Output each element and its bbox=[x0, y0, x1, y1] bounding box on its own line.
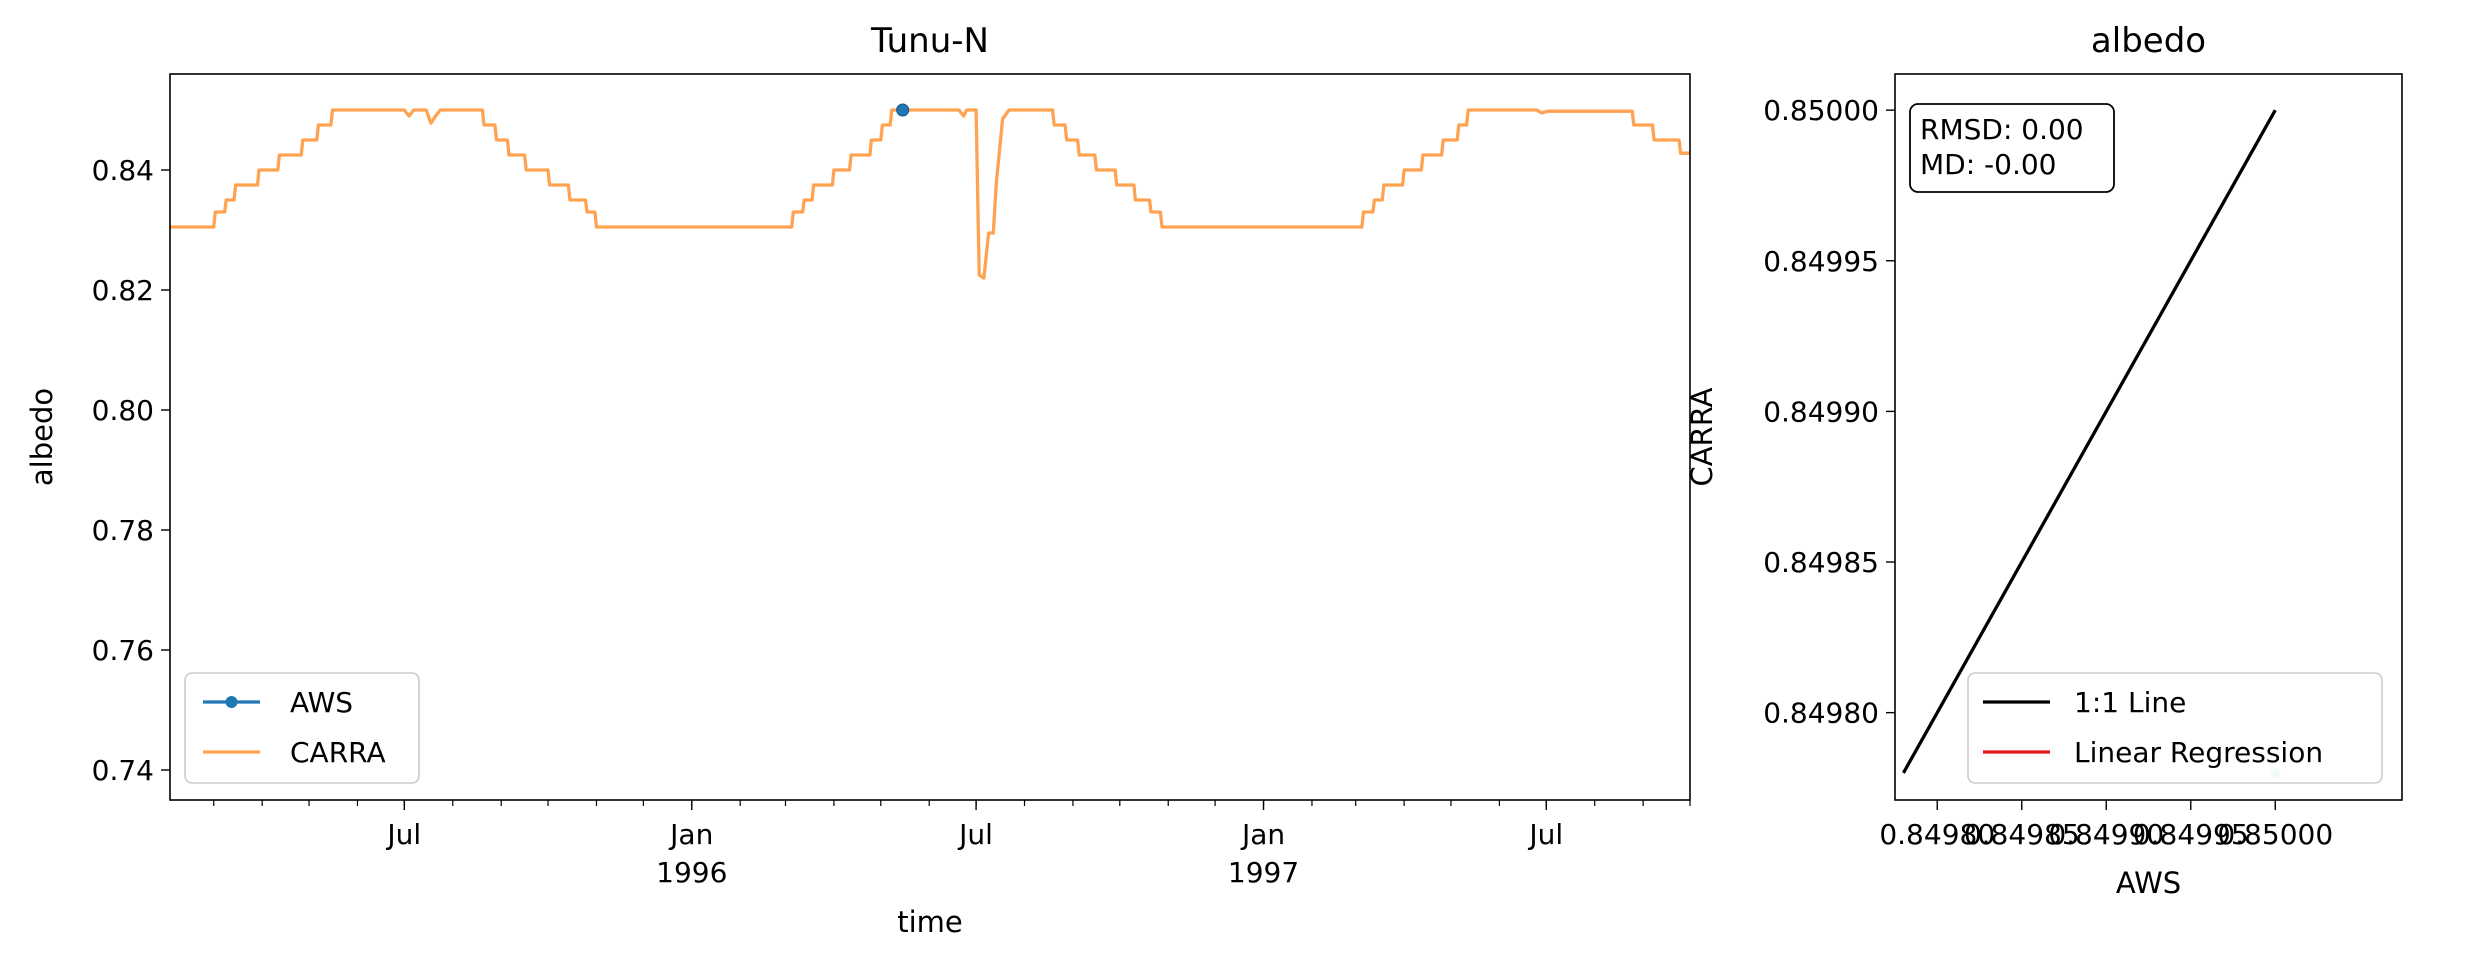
y-tick-label: 0.82 bbox=[92, 274, 154, 307]
x-tick-label: Jan bbox=[668, 818, 713, 851]
x-tick-label: Jul bbox=[385, 818, 421, 851]
y-tick-label: 0.84985 bbox=[1763, 546, 1879, 579]
y-tick-label: 0.76 bbox=[92, 634, 154, 667]
timeseries-panel: 0.74 0.76 0.78 0.80 0.82 0.84 Jul Jan 1996 Jul Jan… bbox=[25, 21, 1691, 939]
y-tick-label: 0.74 bbox=[92, 754, 154, 787]
y-tick-label: 0.84980 bbox=[1763, 697, 1879, 730]
scatter-axes-frame bbox=[1894, 73, 2403, 801]
x-tick-label: 0.84980 bbox=[1879, 818, 1995, 851]
carra-series-line bbox=[170, 108, 1690, 280]
y-axis-label: CARRA bbox=[1685, 387, 1719, 486]
rmsd-text: RMSD: 0.00 bbox=[1920, 113, 2084, 146]
legend-regression-label: Linear Regression bbox=[2074, 736, 2323, 769]
legend-aws-label: AWS bbox=[290, 686, 353, 719]
x-tick-label: Jul bbox=[1527, 818, 1563, 851]
x-tick-year-label: 1997 bbox=[1228, 856, 1299, 889]
one-to-one-line bbox=[1902, 109, 2277, 774]
legend-carra-label: CARRA bbox=[290, 736, 386, 769]
x-tick-label: Jul bbox=[957, 818, 993, 851]
stats-annotation-box bbox=[1909, 103, 2115, 193]
x-tick-label: 0.84985 bbox=[1964, 818, 2080, 851]
x-tick-label: 0.85000 bbox=[2217, 818, 2333, 851]
x-tick-label: 0.84995 bbox=[2133, 818, 2249, 851]
y-tick-label: 0.78 bbox=[92, 514, 154, 547]
chart-title: albedo bbox=[2091, 21, 2206, 61]
x-axis-label: time bbox=[897, 905, 963, 939]
y-axis-label: albedo bbox=[25, 388, 59, 486]
y-tick-label: 0.84990 bbox=[1763, 395, 1879, 428]
x-tick-label: Jan bbox=[1240, 818, 1285, 851]
y-tick-label: 0.84 bbox=[92, 154, 154, 187]
legend-aws-marker bbox=[225, 696, 238, 708]
legend: AWS CARRA bbox=[184, 672, 420, 784]
x-tick-label: 0.84990 bbox=[2048, 818, 2164, 851]
timeseries-axes-frame bbox=[169, 73, 1691, 801]
chart-title: Tunu-N bbox=[870, 21, 989, 61]
aws-data-point bbox=[896, 103, 910, 117]
legend-one-to-one-label: 1:1 Line bbox=[2074, 686, 2186, 719]
y-tick-label: 0.84995 bbox=[1763, 245, 1879, 278]
legend: 1:1 Line Linear Regression bbox=[1967, 672, 2383, 784]
x-axis-label: AWS bbox=[2116, 866, 2181, 900]
y-tick-label: 0.85000 bbox=[1763, 94, 1879, 127]
x-tick-year-label: 1996 bbox=[656, 856, 727, 889]
y-tick-label: 0.80 bbox=[92, 394, 154, 427]
scatter-panel: 0.849800.849850.849900.849950.850000.849… bbox=[1685, 21, 2403, 900]
md-text: MD: -0.00 bbox=[1920, 148, 2057, 181]
legend-box bbox=[1967, 672, 2383, 784]
